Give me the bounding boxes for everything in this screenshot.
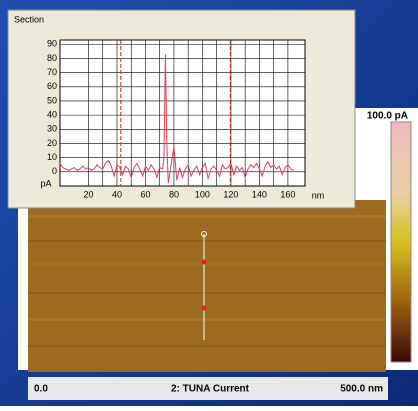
x-tick-label: 100: [195, 189, 210, 199]
y-tick-label: 0: [52, 166, 57, 176]
cursor-marker: [201, 305, 207, 311]
plot: 0 10 20 30 40 50 60 70 80 90 20 40 60 80 100 120 140 160: [47, 39, 305, 199]
section-title: Section: [14, 14, 44, 24]
y-tick-label: 30: [47, 124, 57, 134]
x-unit: nm: [312, 190, 325, 200]
y-tick-label: 40: [47, 110, 57, 120]
line-end: [201, 231, 207, 237]
start-label: 0.0: [34, 384, 48, 395]
y-tick-label: 70: [47, 67, 57, 77]
plot-area: [59, 39, 306, 187]
cursor-marker: [201, 259, 207, 265]
color-bar: [390, 121, 412, 363]
scan-size: 500.0 nm: [340, 384, 383, 395]
x-tick-label: 160: [280, 189, 295, 199]
y-tick-label: 20: [47, 138, 57, 148]
y-tick-label: 80: [47, 53, 57, 63]
x-tick-label: 140: [252, 189, 267, 199]
y-unit: pA: [40, 178, 51, 188]
y-tick-label: 60: [47, 81, 57, 91]
x-tick-label: 40: [112, 189, 122, 199]
y-tick-label: 50: [47, 95, 57, 105]
image-stripes: [28, 215, 386, 347]
x-tick-label: 80: [169, 189, 179, 199]
scale-max: 100.0 pA: [367, 111, 408, 122]
y-tick-label: 90: [47, 39, 57, 49]
y-tick-label: 10: [47, 152, 57, 162]
status-bar: [28, 377, 388, 400]
x-tick-label: 60: [140, 189, 150, 199]
x-tick-label: 120: [223, 189, 238, 199]
section-profile: [59, 54, 294, 184]
afm-image: [28, 200, 386, 372]
x-tick-label: 20: [83, 189, 93, 199]
channel-label: 2: TUNA Current: [171, 384, 250, 395]
